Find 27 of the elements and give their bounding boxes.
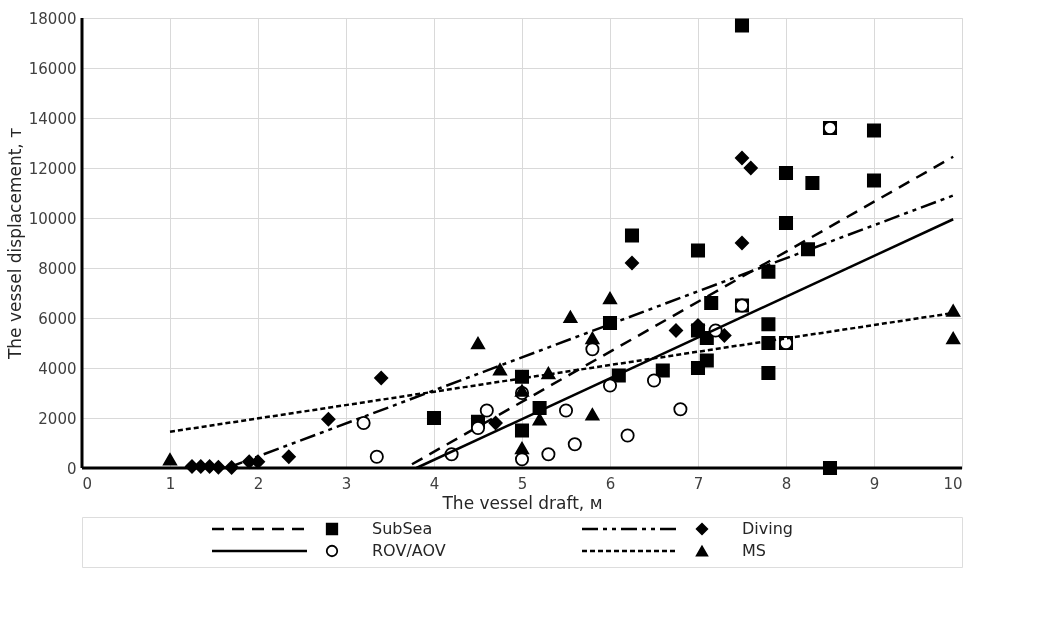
y-tick-label: 0 [66, 459, 77, 478]
x-tick-label: 0 [82, 474, 93, 493]
legend-label: MS [742, 541, 766, 560]
y-tick-label: 18000 [28, 9, 77, 28]
x-tick-label: 7 [693, 474, 704, 493]
y-tick-label: 12000 [28, 159, 77, 178]
legend-label: SubSea [372, 519, 433, 538]
x-tick-label: 10 [943, 474, 963, 493]
x-tick-label: 1 [165, 474, 176, 493]
x-tick-label: 8 [781, 474, 792, 493]
x-tick-label: 2 [253, 474, 264, 493]
x-tick-label: 6 [605, 474, 616, 493]
x-tick-label: 9 [869, 474, 880, 493]
legend-label: ROV/AOV [372, 541, 446, 560]
legend-label: Diving [742, 519, 793, 538]
y-tick-label: 8000 [38, 259, 77, 278]
y-tick-label: 2000 [38, 409, 77, 428]
y-tick-label: 16000 [28, 59, 77, 78]
y-axis-title: The vessel displacement, т [4, 127, 25, 361]
y-tick-label: 6000 [38, 309, 77, 328]
x-axis-title: The vessel draft, м [441, 492, 603, 513]
x-tick-label: 4 [429, 474, 440, 493]
x-tick-label: 3 [341, 474, 352, 493]
y-tick-label: 14000 [28, 109, 77, 128]
y-tick-label: 4000 [38, 359, 77, 378]
y-tick-label: 10000 [28, 209, 77, 228]
x-tick-label: 5 [517, 474, 528, 493]
